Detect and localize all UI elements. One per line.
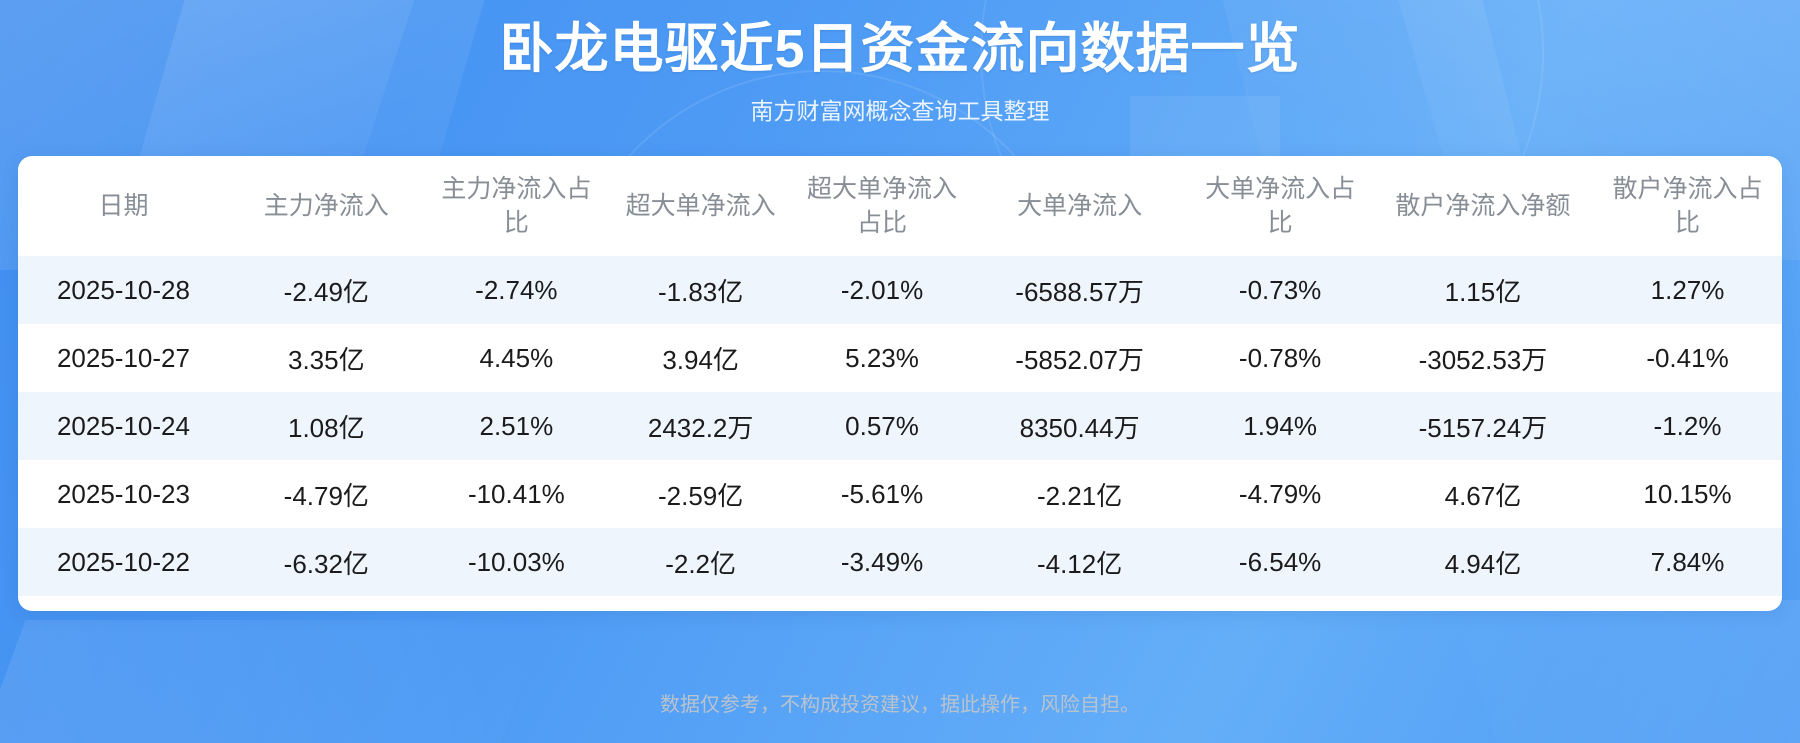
cell-main-net: 1.08亿 xyxy=(228,392,424,460)
cell-xl-pct: 0.57% xyxy=(792,392,972,460)
table-row: 2025-10-27 3.35亿 4.45% 3.94亿 5.23% -5852… xyxy=(18,324,1782,392)
cell-big-pct: -0.73% xyxy=(1187,256,1373,324)
cell-big-net: -5852.07万 xyxy=(971,324,1188,392)
cell-xl-net: -2.59亿 xyxy=(609,460,793,528)
cell-big-pct: -4.79% xyxy=(1187,460,1373,528)
cell-xl-pct: -5.61% xyxy=(792,460,972,528)
cell-retail-net: -5157.24万 xyxy=(1372,392,1594,460)
cell-main-pct: 2.51% xyxy=(423,392,610,460)
background-shape-6 xyxy=(0,620,546,743)
table-body: 2025-10-28 -2.49亿 -2.74% -1.83亿 -2.01% -… xyxy=(18,256,1782,596)
cell-main-net: -2.49亿 xyxy=(228,256,424,324)
cell-retail-pct: 1.27% xyxy=(1593,256,1782,324)
cell-retail-net: -3052.53万 xyxy=(1372,324,1594,392)
table-row: 2025-10-24 1.08亿 2.51% 2432.2万 0.57% 835… xyxy=(18,392,1782,460)
cell-date: 2025-10-27 xyxy=(18,324,229,392)
column-header-date: 日期 xyxy=(98,192,149,220)
cell-main-net: -6.32亿 xyxy=(228,528,424,596)
column-header-retail-pct: 散户净流入占比 xyxy=(1612,175,1763,237)
cell-retail-net: 4.67亿 xyxy=(1372,460,1594,528)
cell-big-net: -4.12亿 xyxy=(971,528,1188,596)
column-header-xl-pct: 超大单净流入占比 xyxy=(807,175,958,237)
column-header-retail-net: 散户净流入净额 xyxy=(1395,192,1571,220)
table-header: 日期 主力净流入 主力净流入占比 超大单净流入 超大单净流入占比 大单净流入 大… xyxy=(18,156,1782,256)
cell-retail-pct: -1.2% xyxy=(1593,392,1782,460)
cell-big-net: -2.21亿 xyxy=(971,460,1188,528)
page-title: 卧龙电驱近5日资金流向数据一览 xyxy=(499,19,1301,79)
cell-xl-pct: -2.01% xyxy=(792,256,972,324)
table-header-row: 日期 主力净流入 主力净流入占比 超大单净流入 超大单净流入占比 大单净流入 大… xyxy=(18,156,1782,256)
cell-big-pct: 1.94% xyxy=(1187,392,1373,460)
table-row: 2025-10-22 -6.32亿 -10.03% -2.2亿 -3.49% -… xyxy=(18,528,1782,596)
cell-main-net: 3.35亿 xyxy=(228,324,424,392)
cell-big-net: 8350.44万 xyxy=(971,392,1188,460)
cell-big-net: -6588.57万 xyxy=(971,256,1188,324)
cell-date: 2025-10-24 xyxy=(18,392,229,460)
cell-main-net: -4.79亿 xyxy=(228,460,424,528)
cell-retail-net: 4.94亿 xyxy=(1372,528,1594,596)
table-row: 2025-10-28 -2.49亿 -2.74% -1.83亿 -2.01% -… xyxy=(18,256,1782,324)
cell-xl-net: 2432.2万 xyxy=(609,392,793,460)
cell-xl-net: 3.94亿 xyxy=(609,324,793,392)
cell-xl-pct: -3.49% xyxy=(792,528,972,596)
table-row: 2025-10-23 -4.79亿 -10.41% -2.59亿 -5.61% … xyxy=(18,460,1782,528)
cell-main-pct: -10.03% xyxy=(423,528,610,596)
cell-xl-net: -2.2亿 xyxy=(609,528,793,596)
column-header-big-net: 大单净流入 xyxy=(1017,192,1143,220)
cell-big-pct: -6.54% xyxy=(1187,528,1373,596)
page-subtitle: 南方财富网概念查询工具整理 xyxy=(750,98,1050,124)
column-header-xl-net: 超大单净流入 xyxy=(625,192,776,220)
cell-main-pct: -2.74% xyxy=(423,256,610,324)
background-shape-7 xyxy=(1450,600,1800,743)
cell-big-pct: -0.78% xyxy=(1187,324,1373,392)
disclaimer-note: 数据仅参考，不构成投资建议，据此操作，风险自担。 xyxy=(660,694,1140,716)
cell-date: 2025-10-28 xyxy=(18,256,229,324)
column-header-main-net: 主力净流入 xyxy=(263,192,389,220)
cell-retail-pct: 7.84% xyxy=(1593,528,1782,596)
header: 卧龙电驱近5日资金流向数据一览 南方财富网概念查询工具整理 xyxy=(0,0,1800,128)
data-table-card: 南方财富网 southmoney.com 日期 主力净流入 主力净流入占比 超大… xyxy=(18,156,1782,611)
cell-xl-net: -1.83亿 xyxy=(609,256,793,324)
column-header-big-pct: 大单净流入占比 xyxy=(1205,175,1356,237)
cell-retail-pct: -0.41% xyxy=(1593,324,1782,392)
cell-retail-pct: 10.15% xyxy=(1593,460,1782,528)
cell-date: 2025-10-23 xyxy=(18,460,229,528)
fund-flow-table: 日期 主力净流入 主力净流入占比 超大单净流入 超大单净流入占比 大单净流入 大… xyxy=(18,156,1782,596)
cell-main-pct: 4.45% xyxy=(423,324,610,392)
cell-date: 2025-10-22 xyxy=(18,528,229,596)
column-header-main-pct: 主力净流入占比 xyxy=(441,175,592,237)
cell-retail-net: 1.15亿 xyxy=(1372,256,1594,324)
cell-xl-pct: 5.23% xyxy=(792,324,972,392)
cell-main-pct: -10.41% xyxy=(423,460,610,528)
